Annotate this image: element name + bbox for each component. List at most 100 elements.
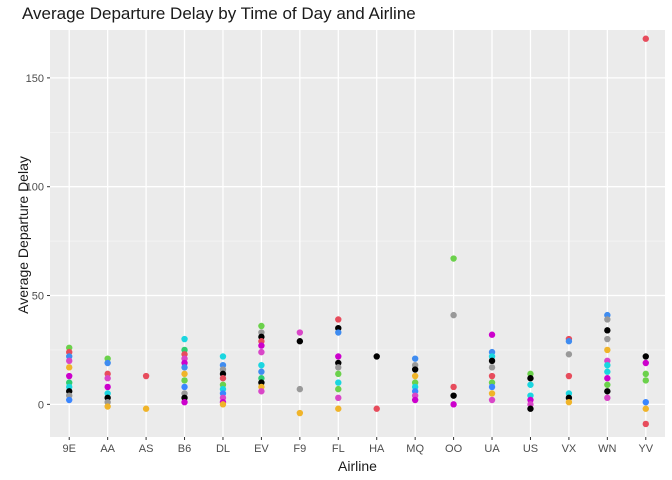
data-point (450, 401, 457, 408)
x-tick-label: US (523, 443, 538, 455)
x-tick-label: 9E (62, 443, 75, 455)
data-point (104, 359, 111, 367)
data-point (604, 346, 611, 354)
data-point (565, 351, 573, 358)
data-point (66, 357, 73, 365)
data-point (258, 368, 265, 375)
data-point (604, 316, 611, 323)
data-point (604, 381, 611, 388)
x-tick-label: OO (445, 443, 463, 455)
data-point (66, 364, 73, 371)
data-point (642, 405, 649, 412)
data-point (258, 348, 265, 356)
y-tick-label: 150 (26, 73, 44, 85)
data-point (604, 361, 611, 369)
data-point (335, 316, 342, 323)
data-point (642, 359, 649, 367)
x-tick-label: DL (216, 443, 230, 455)
data-point (373, 405, 380, 412)
data-point (642, 370, 649, 378)
data-point (450, 311, 457, 319)
data-point (296, 409, 304, 417)
data-point (104, 383, 111, 391)
data-point (142, 372, 150, 380)
data-point (142, 405, 150, 412)
data-point (335, 385, 342, 393)
x-tick-label: HA (369, 443, 385, 455)
data-point (604, 388, 611, 395)
data-point (181, 383, 188, 391)
x-tick-label: AS (139, 443, 154, 455)
data-point (411, 372, 419, 380)
data-point (411, 366, 419, 373)
data-point (335, 394, 342, 402)
data-point (527, 405, 534, 412)
data-point (565, 372, 573, 380)
data-point (450, 383, 457, 391)
x-tick-label: B6 (178, 443, 191, 455)
data-point (219, 375, 227, 382)
y-axis-title: Average Departure Delay (15, 156, 31, 314)
data-point (450, 392, 457, 399)
data-point (335, 370, 342, 378)
data-point (565, 398, 573, 406)
data-point (258, 388, 265, 395)
data-point (335, 405, 342, 412)
data-point (527, 375, 534, 382)
data-point (219, 353, 227, 360)
data-point (642, 35, 649, 42)
data-point (258, 342, 265, 349)
data-point (488, 396, 496, 404)
x-tick-label: WN (598, 443, 616, 455)
data-point (66, 372, 73, 380)
data-point (181, 377, 188, 384)
data-point (104, 403, 111, 410)
data-point (181, 398, 188, 406)
data-point (181, 335, 188, 343)
plot-panel (50, 30, 665, 437)
data-point (411, 355, 419, 362)
data-point (488, 364, 496, 371)
data-point (66, 396, 73, 404)
data-point (411, 396, 419, 404)
x-tick-label: AA (100, 443, 115, 455)
x-tick-label: UA (484, 443, 500, 455)
data-point (296, 385, 304, 393)
data-point (258, 361, 265, 369)
data-point (335, 364, 342, 371)
data-point (335, 353, 342, 360)
data-point (296, 338, 304, 345)
data-point (604, 394, 611, 402)
data-point (604, 335, 611, 343)
x-tick-label: FL (332, 443, 345, 455)
data-point (604, 375, 611, 382)
y-tick-label: 50 (32, 291, 44, 303)
x-tick-label: EV (254, 443, 269, 455)
x-axis-title: Airline (338, 458, 377, 474)
data-point (488, 383, 496, 391)
data-point (565, 338, 573, 345)
y-tick-label: 0 (38, 399, 44, 411)
data-point (488, 372, 496, 380)
data-point (373, 353, 380, 360)
data-point (181, 370, 188, 378)
data-point (488, 390, 496, 397)
data-point (488, 357, 496, 365)
data-point (450, 255, 457, 262)
data-point (335, 379, 342, 386)
data-point (181, 364, 188, 371)
data-point (642, 420, 649, 428)
x-tick-label: F9 (293, 443, 306, 455)
data-point (604, 327, 611, 334)
data-point (642, 353, 649, 360)
x-tick-label: YV (638, 443, 653, 455)
data-point (642, 398, 649, 406)
data-point (258, 322, 265, 330)
x-tick-label: MQ (406, 443, 424, 455)
data-point (527, 381, 534, 388)
data-point (219, 401, 227, 408)
data-point (604, 368, 611, 375)
data-point (642, 377, 649, 384)
data-point (104, 375, 111, 382)
